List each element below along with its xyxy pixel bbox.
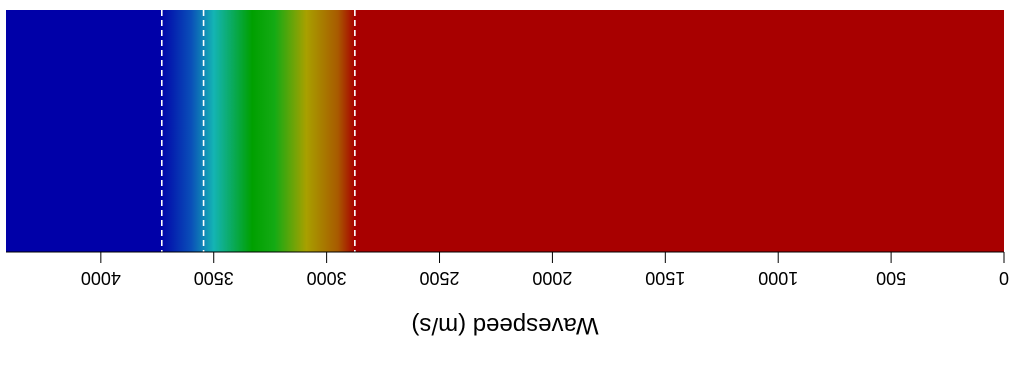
x-tick-label: 2500 (419, 268, 459, 288)
x-tick-label: 1000 (758, 268, 798, 288)
x-axis-ticks: 4000 3500 3000 2500 2000 1500 1000 500 0 (81, 252, 1009, 288)
dashed-boundary-lines (160, 10, 356, 252)
x-tick-label: 4000 (81, 268, 121, 288)
x-tick-label: 500 (876, 268, 906, 288)
x-axis-label: Wavespeed (m/s) (411, 312, 598, 339)
x-tick-label: 3500 (194, 268, 234, 288)
x-tick-label: 3000 (307, 268, 347, 288)
x-tick-label: 2000 (532, 268, 572, 288)
x-tick-label: 1500 (645, 268, 685, 288)
x-tick-label: 0 (999, 268, 1009, 288)
wavespeed-color-band (6, 10, 1004, 252)
